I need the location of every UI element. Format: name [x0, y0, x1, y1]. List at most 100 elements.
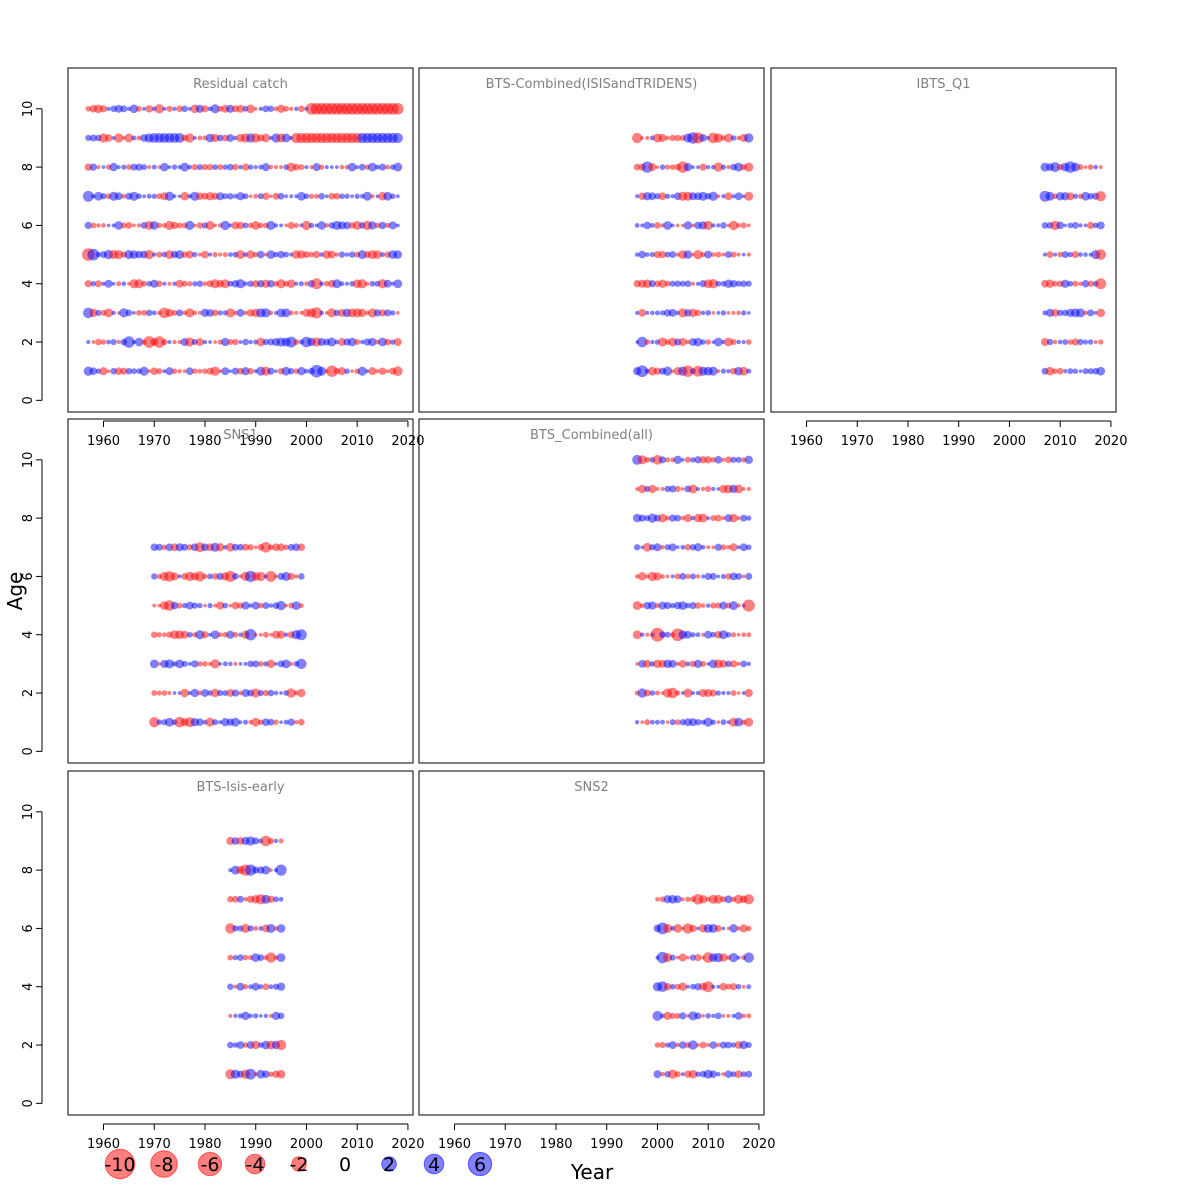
- bubble: [154, 104, 165, 114]
- bubble: [682, 365, 694, 377]
- bubble: [151, 573, 158, 580]
- bubble: [655, 310, 660, 316]
- bubble: [185, 250, 194, 259]
- bubble: [236, 250, 245, 260]
- bubble: [221, 718, 230, 727]
- bubble: [311, 307, 323, 319]
- bubble: [379, 163, 387, 171]
- bubble: [253, 545, 258, 550]
- panel-title: IBTS_Q1: [917, 77, 971, 92]
- bubble: [196, 222, 204, 229]
- bubble: [145, 105, 153, 113]
- bubble: [669, 485, 677, 493]
- bubble: [195, 104, 204, 113]
- bubble: [191, 660, 199, 668]
- bubble: [84, 163, 92, 171]
- bubble: [719, 659, 728, 668]
- bubble: [683, 162, 693, 172]
- bubble: [393, 162, 403, 172]
- bubble: [294, 574, 299, 579]
- y-tick-label: 6: [21, 572, 36, 580]
- bubble: [696, 487, 701, 491]
- bubble: [287, 572, 295, 581]
- bubble: [238, 632, 243, 638]
- bubble: [734, 484, 744, 494]
- bubble: [708, 366, 718, 376]
- bubble: [192, 251, 198, 258]
- bubble: [350, 194, 355, 199]
- bubble: [1083, 223, 1088, 228]
- bubble: [287, 221, 295, 230]
- bubble: [241, 163, 250, 171]
- bubble: [693, 543, 703, 552]
- bubble: [674, 134, 681, 142]
- bubble: [383, 279, 392, 288]
- bubble: [650, 339, 655, 345]
- bubble: [645, 632, 650, 637]
- bubble: [670, 574, 675, 579]
- bubble: [746, 311, 751, 315]
- bubble: [741, 691, 746, 695]
- bubble: [736, 632, 741, 637]
- bubble: [746, 984, 752, 990]
- x-tick-label: 2020: [742, 1137, 775, 1152]
- bubble: [171, 164, 178, 170]
- bubble: [276, 982, 286, 991]
- bubble: [195, 630, 205, 640]
- bubble: [258, 602, 264, 609]
- bubble: [694, 719, 702, 726]
- bubble: [238, 340, 243, 344]
- bubble: [681, 223, 685, 228]
- bubble: [218, 662, 223, 666]
- bubble: [150, 631, 158, 639]
- bubble: [141, 310, 147, 316]
- bubble: [319, 164, 325, 170]
- bubble: [256, 337, 266, 347]
- bubble: [731, 194, 736, 199]
- bubble: [344, 252, 350, 257]
- bubble: [635, 310, 640, 315]
- bubble: [181, 280, 188, 287]
- bubble: [1078, 252, 1083, 258]
- bubble: [719, 1041, 727, 1049]
- bubble: [196, 192, 204, 201]
- bubble: [1077, 338, 1084, 346]
- bubble: [294, 310, 299, 315]
- bubble: [728, 220, 739, 231]
- bubble: [709, 572, 717, 580]
- bubble: [643, 659, 652, 668]
- bubble: [689, 602, 697, 610]
- bubble: [740, 660, 748, 668]
- bubble: [141, 164, 148, 171]
- bubble: [636, 336, 648, 348]
- bubble: [86, 340, 91, 345]
- bubble: [734, 162, 744, 172]
- bubble: [231, 601, 240, 610]
- bubble: [134, 279, 144, 289]
- bubble: [688, 308, 698, 318]
- bubble: [669, 1012, 676, 1019]
- bubble: [208, 252, 213, 257]
- bubble: [695, 632, 701, 638]
- bubble: [705, 485, 712, 493]
- bubble: [205, 717, 215, 727]
- bubble: [253, 1013, 259, 1019]
- bubble: [1095, 249, 1107, 260]
- bubble: [212, 719, 219, 726]
- bubble: [637, 455, 647, 465]
- bubble: [129, 104, 139, 114]
- bubble: [648, 484, 657, 494]
- x-tick-label: 1980: [539, 1137, 572, 1152]
- bubble: [328, 192, 336, 200]
- bubble: [242, 222, 249, 229]
- bubble: [258, 106, 263, 112]
- bubble: [633, 544, 641, 551]
- bubble: [664, 193, 671, 199]
- bubble: [277, 250, 285, 259]
- bubble: [680, 1072, 685, 1077]
- bubble: [716, 720, 721, 725]
- bubble: [714, 514, 722, 522]
- bubble: [685, 339, 691, 345]
- bubble: [711, 984, 716, 989]
